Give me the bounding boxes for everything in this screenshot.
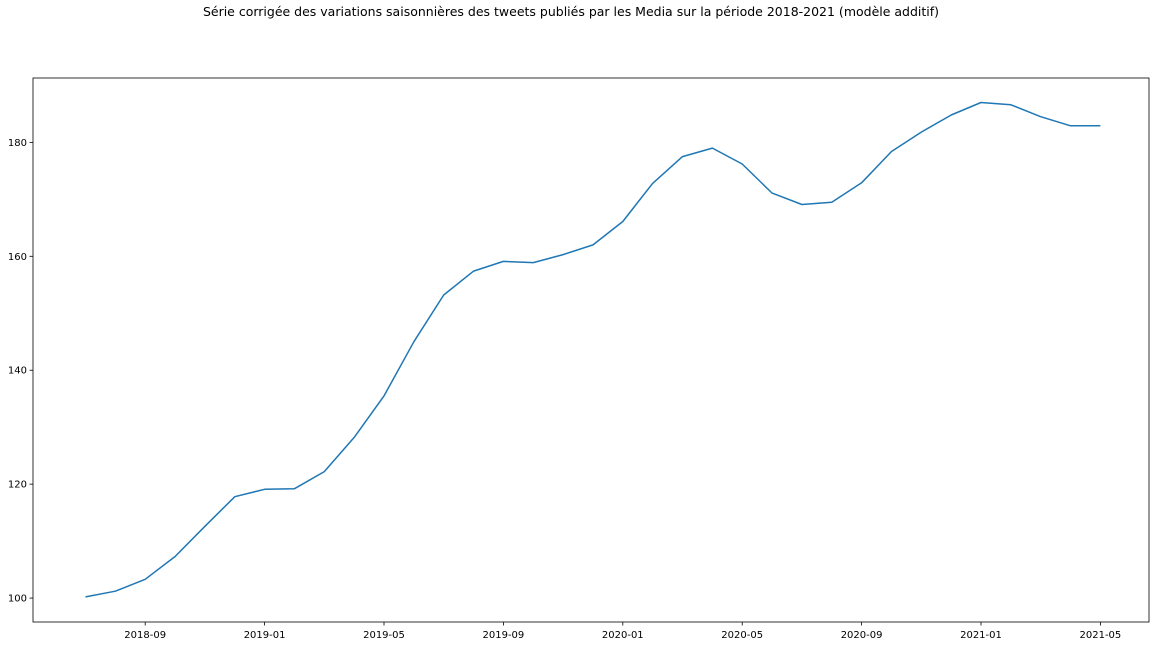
x-tick-label: 2018-09: [124, 630, 166, 641]
y-tick-label: 120: [8, 480, 27, 491]
y-tick-label: 140: [8, 366, 27, 377]
x-tick-label: 2020-05: [721, 630, 763, 641]
y-tick-label: 160: [8, 252, 27, 263]
plot-area: [33, 78, 1149, 622]
x-tick-label: 2019-01: [244, 630, 286, 641]
y-tick-label: 180: [8, 138, 27, 149]
x-tick-label: 2021-05: [1080, 630, 1122, 641]
plot-frame: [32, 77, 1150, 623]
chart-title: Série corrigée des variations saisonnièr…: [202, 4, 940, 19]
x-tick-label: 2020-09: [841, 630, 883, 641]
x-axis: 2018-09 2019-01 2019-05 2019-09 2020-01 2020-…: [124, 622, 1121, 641]
x-tick-label: 2021-01: [960, 630, 1002, 641]
y-axis: 100 120 140 160 180: [8, 138, 33, 605]
x-tick-label: 2020-01: [602, 630, 644, 641]
x-tick-label: 2019-09: [483, 630, 525, 641]
series-line: [85, 101, 1101, 598]
x-tick-label: 2019-05: [363, 630, 405, 641]
y-tick-label: 100: [8, 594, 27, 605]
